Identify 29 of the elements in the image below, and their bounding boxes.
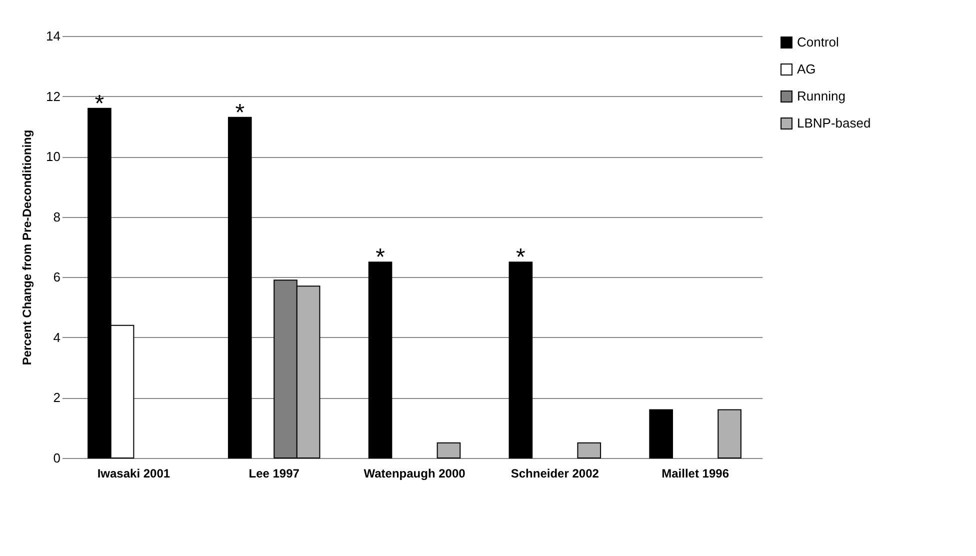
bar [436,442,461,458]
y-tick-label: 0 [53,450,60,466]
x-tick-label: Iwasaki 2001 [97,466,170,480]
y-tick-label: 2 [53,390,60,406]
legend-label: Control [797,34,840,50]
y-tick-label: 14 [46,28,60,44]
y-tick-label: 4 [53,330,60,345]
y-tick-label: 10 [46,149,60,164]
bar [228,116,252,458]
y-tick-label: 6 [53,270,60,285]
bar [718,409,742,458]
x-tick-label: Lee 1997 [248,466,300,480]
data-label: * [94,90,104,118]
data-label: * [376,244,385,272]
data-label: * [235,99,245,126]
y-axis-title: Percent Change from Pre-Deconditioning [20,130,34,366]
legend-label: Running [797,88,846,104]
bar [508,262,533,458]
bar [577,442,602,458]
x-tick-label: Schneider 2002 [510,466,600,480]
legend-label: AG [797,62,816,76]
y-tick-label: 8 [53,209,60,224]
x-tick-label: Maillet 1996 [662,466,730,480]
x-tick-label: Watenpaugh 2000 [364,466,466,480]
bar [368,262,392,458]
legend-label: LBNP-based [797,116,871,130]
data-label: * [516,244,526,272]
y-tick-label: 12 [46,88,60,104]
bar [649,409,673,458]
